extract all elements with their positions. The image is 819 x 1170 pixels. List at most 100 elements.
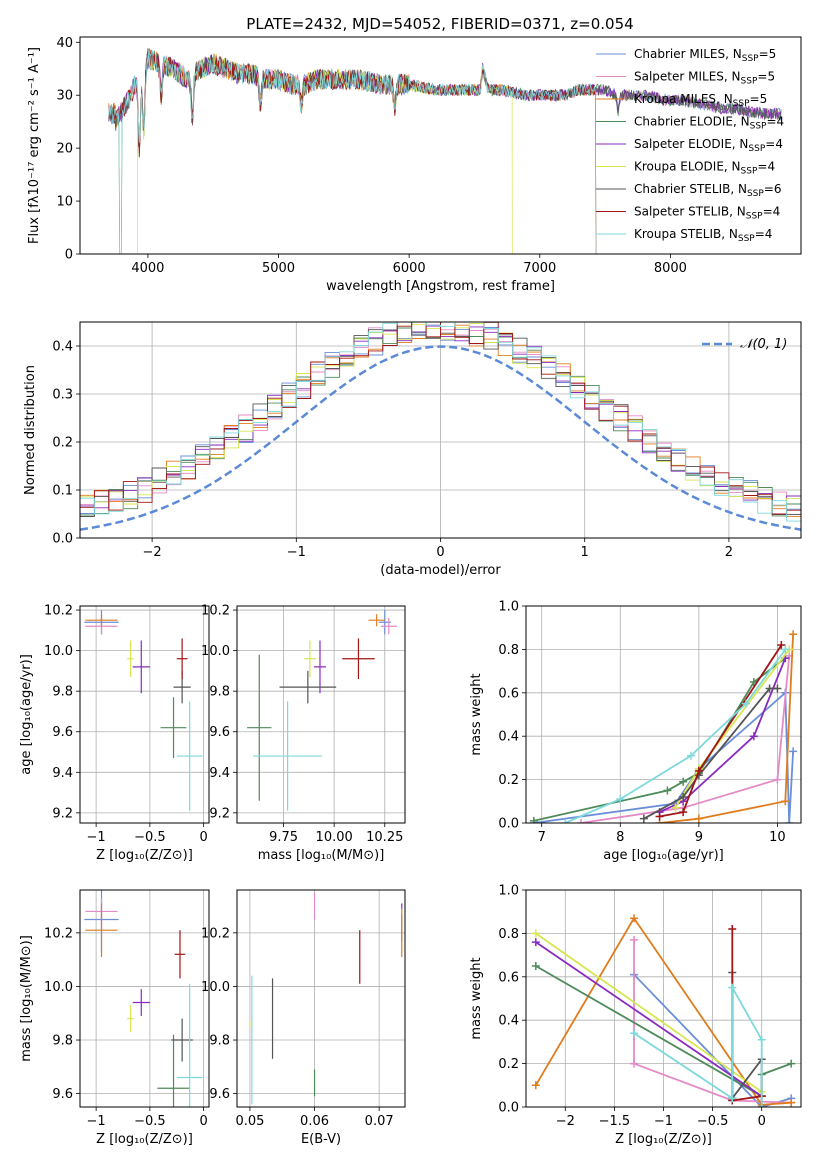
axes-frame	[79, 321, 802, 539]
series-marker	[663, 786, 672, 795]
series-line	[659, 634, 794, 823]
series-marker	[630, 1029, 639, 1038]
point-salpeter-elodie	[132, 640, 150, 694]
point-salpeter-elodie	[132, 989, 150, 1016]
series-marker	[777, 641, 786, 650]
series-kroupa-stelib	[630, 983, 766, 1107]
point-kroupa-stelib	[253, 701, 323, 811]
x-axis-label: mass [log₁₀(M/M⊙)]	[258, 848, 385, 863]
series-marker	[679, 808, 688, 817]
x-tick-label: 0.06	[300, 1114, 329, 1129]
series-marker	[781, 645, 790, 654]
y-tick-label: 1.0	[498, 600, 519, 615]
series-marker	[531, 1081, 540, 1090]
series-line	[533, 690, 794, 823]
figure-title: PLATE=2432, MJD=54052, FIBERID=0371, z=0…	[246, 15, 633, 33]
x-tick-label: 0	[199, 830, 207, 845]
x-axis-label: (data-model)/error	[380, 563, 501, 578]
series-marker	[630, 914, 639, 923]
axes-frame	[79, 605, 210, 824]
y-tick-label: 9.8	[52, 1034, 73, 1049]
x-tick-label: 0	[758, 1114, 766, 1129]
plot-area	[247, 610, 397, 811]
series-marker	[787, 1098, 796, 1107]
x-tick-label: 5000	[262, 261, 295, 276]
series-marker	[694, 766, 703, 775]
x-tick-label: 10.25	[366, 830, 403, 845]
plot-area	[80, 322, 801, 531]
x-tick-label: −1	[87, 830, 106, 845]
series-line	[659, 657, 787, 813]
legend-entry: Salpeter STELIB, NSSP=4	[634, 205, 780, 222]
axes-frame	[236, 605, 406, 824]
x-axis-label: wavelength [Angstrom, rest frame]	[326, 279, 555, 294]
x-tick-label: −1	[654, 1114, 673, 1129]
x-tick-label: 6000	[393, 261, 426, 276]
x-tick-label: 7	[538, 830, 546, 845]
point-salpeter-miles	[380, 618, 397, 635]
series-line	[633, 973, 792, 1107]
series-marker	[531, 938, 540, 947]
axes-frame	[79, 889, 210, 1108]
series-marker	[630, 1059, 639, 1068]
series-marker	[529, 816, 538, 823]
series-marker	[630, 935, 639, 944]
panel-age_vs_Z: −1 −0.5 0 9.2 9.4 9.6 9.8 10.0 10.2 Z [log₁₀(Z/Z⊙…	[19, 604, 210, 863]
y-tick-label: 0.8	[498, 927, 519, 942]
y-tick-label: 0.0	[498, 1101, 519, 1116]
y-tick-label: 0.2	[498, 1057, 519, 1072]
plot-area	[84, 890, 203, 1107]
y-tick-label: 10.2	[201, 604, 230, 619]
legend-entry: Kroupa STELIB, NSSP=4	[634, 227, 772, 244]
x-tick-label: 0	[199, 1114, 207, 1129]
axes-frame	[525, 605, 802, 824]
series-marker	[781, 797, 790, 806]
x-axis-label: Z [log₁₀(Z/Z⊙)]	[96, 848, 193, 863]
y-tick-label: 0.4	[498, 1014, 519, 1029]
y-tick-label: 0.6	[498, 970, 519, 985]
point-salpeter-stelib	[176, 638, 188, 680]
series-line	[533, 657, 786, 822]
y-tick-label: 9.8	[209, 685, 230, 700]
series-marker	[742, 699, 750, 708]
x-axis-label: E(B-V)	[301, 1132, 341, 1147]
y-tick-label: 40	[56, 36, 73, 51]
y-tick-label: 0.2	[52, 436, 73, 451]
series-marker	[655, 812, 664, 821]
y-tick-label: 10.2	[44, 926, 73, 941]
x-tick-label: 0.07	[365, 1114, 394, 1129]
series-marker	[789, 747, 798, 756]
point-kroupa-elodie	[303, 640, 316, 677]
x-tick-label: −2	[556, 1114, 575, 1129]
series-marker	[765, 684, 774, 693]
legend: 𝒩(0, 1)	[702, 337, 787, 352]
series-salpeter-stelib	[655, 641, 786, 821]
y-tick-label: 10	[56, 195, 73, 210]
legend-entry: Chabrier MILES, NSSP=5	[634, 47, 776, 64]
y-tick-label: 0.4	[52, 340, 73, 355]
y-tick-label: 9.6	[209, 725, 230, 740]
y-tick-label: 10.0	[201, 644, 230, 659]
axes-frame	[236, 889, 406, 1108]
legend-entry: Salpeter ELODIE, NSSP=4	[634, 137, 783, 154]
y-tick-label: 9.6	[52, 725, 73, 740]
point-kroupa-elodie	[127, 640, 134, 677]
legend-entry: Salpeter MILES, NSSP=5	[634, 70, 775, 87]
y-tick-label: 10.0	[201, 980, 230, 995]
x-tick-label: 1	[581, 545, 589, 560]
x-tick-label: 4000	[131, 261, 164, 276]
x-tick-label: 9.75	[269, 830, 298, 845]
y-tick-label: 10.2	[201, 926, 230, 941]
x-tick-label: 8	[616, 830, 624, 845]
series-line	[535, 916, 792, 1106]
spectrum-line-kroupa-stelib	[108, 49, 597, 254]
plot-area	[84, 610, 203, 811]
series-marker	[749, 732, 758, 741]
series-marker	[694, 814, 703, 823]
x-axis-label: age [log₁₀(age/yr)]	[603, 848, 724, 863]
series-kroupa-miles	[531, 914, 796, 1107]
series-marker	[531, 961, 540, 970]
y-tick-label: 9.6	[209, 1087, 230, 1102]
series-salpeter-elodie	[531, 938, 766, 1101]
series-kroupa-elodie	[531, 929, 766, 1096]
